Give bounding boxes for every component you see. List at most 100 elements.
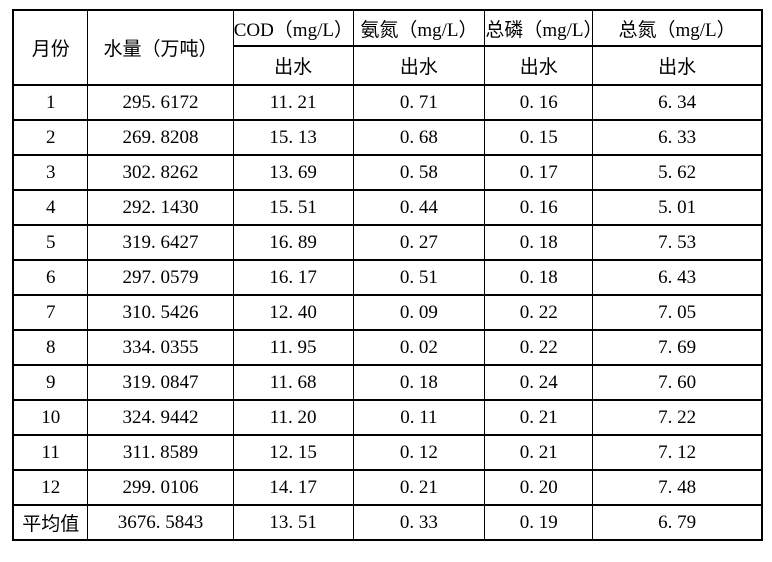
value-cell: 0. 22 [484,294,594,331]
value-cell: 16. 17 [232,259,354,296]
table-row: 5 319. 6427 16. 89 0. 27 0. 18 7. 53 [12,224,763,261]
month-cell: 5 [12,224,89,261]
table-row: 8 334. 0355 11. 95 0. 02 0. 22 7. 69 [12,329,763,366]
value-cell: 5. 62 [592,154,763,191]
table-row: 3 302. 8262 13. 69 0. 58 0. 17 5. 62 [12,154,763,191]
value-cell: 0. 02 [352,329,486,366]
value-cell: 7. 05 [592,294,763,331]
table-row: 4 292. 1430 15. 51 0. 44 0. 16 5. 01 [12,189,763,226]
table-row-average: 平均值 3676. 5843 13. 51 0. 33 0. 19 6. 79 [12,504,763,541]
value-cell: 11. 21 [232,84,354,121]
table-row: 1 295. 6172 11. 21 0. 71 0. 16 6. 34 [12,84,763,121]
value-cell: 0. 12 [352,434,486,471]
value-cell: 292. 1430 [87,189,234,226]
value-cell: 0. 24 [484,364,594,401]
table-row: 9 319. 0847 11. 68 0. 18 0. 24 7. 60 [12,364,763,401]
value-cell: 7. 69 [592,329,763,366]
month-cell: 1 [12,84,89,121]
value-cell: 7. 60 [592,364,763,401]
value-cell: 0. 22 [484,329,594,366]
value-cell: 0. 33 [352,504,486,541]
value-cell: 3676. 5843 [87,504,234,541]
value-cell: 0. 44 [352,189,486,226]
col-header-water-volume: 水量（万吨） [87,9,234,86]
table-row: 12 299. 0106 14. 17 0. 21 0. 20 7. 48 [12,469,763,506]
value-cell: 311. 8589 [87,434,234,471]
month-cell: 4 [12,189,89,226]
value-cell: 6. 79 [592,504,763,541]
table-row: 7 310. 5426 12. 40 0. 09 0. 22 7. 05 [12,294,763,331]
header-row-groups: 月份 水量（万吨） COD（mg/L） 氨氮（mg/L） 总磷（mg/L） 总氮… [12,9,763,86]
col-header-ammonia-nitrogen: 氨氮（mg/L） [352,9,486,47]
value-cell: 0. 58 [352,154,486,191]
subheader-phosphorus-effluent: 出水 [484,45,594,86]
value-cell: 5. 01 [592,189,763,226]
col-header-month: 月份 [12,9,89,86]
value-cell: 324. 9442 [87,399,234,436]
value-cell: 0. 21 [484,434,594,471]
header-row-sub: 出水 出水 出水 出水 [13,45,763,86]
value-cell: 7. 22 [592,399,763,436]
value-cell: 0. 20 [484,469,594,506]
month-cell: 11 [12,434,89,471]
value-cell: 12. 15 [232,434,354,471]
value-cell: 0. 68 [352,119,486,156]
value-cell: 7. 53 [592,224,763,261]
value-cell: 15. 13 [232,119,354,156]
value-cell: 0. 21 [484,399,594,436]
month-cell: 6 [12,259,89,296]
value-cell: 0. 51 [352,259,486,296]
table-row: 6 297. 0579 16. 17 0. 51 0. 18 6. 43 [12,259,763,296]
value-cell: 12. 40 [232,294,354,331]
month-cell: 8 [12,329,89,366]
value-cell: 7. 12 [592,434,763,471]
col-header-total-phosphorus: 总磷（mg/L） [484,9,594,47]
value-cell: 0. 71 [352,84,486,121]
value-cell: 0. 18 [484,259,594,296]
month-cell: 2 [12,119,89,156]
value-cell: 6. 43 [592,259,763,296]
month-cell: 10 [12,399,89,436]
value-cell: 319. 0847 [87,364,234,401]
value-cell: 0. 21 [352,469,486,506]
value-cell: 6. 33 [592,119,763,156]
month-cell: 7 [12,294,89,331]
subheader-cod-effluent: 出水 [232,45,354,86]
value-cell: 302. 8262 [87,154,234,191]
value-cell: 0. 18 [352,364,486,401]
value-cell: 6. 34 [592,84,763,121]
month-cell: 9 [12,364,89,401]
col-header-cod: COD（mg/L） [232,9,354,47]
value-cell: 13. 51 [232,504,354,541]
value-cell: 310. 5426 [87,294,234,331]
month-cell: 3 [12,154,89,191]
water-quality-table: 月份 水量（万吨） COD（mg/L） 氨氮（mg/L） 总磷（mg/L） 总氮… [12,9,763,541]
value-cell: 14. 17 [232,469,354,506]
value-cell: 269. 8208 [87,119,234,156]
value-cell: 11. 20 [232,399,354,436]
col-header-total-nitrogen: 总氮（mg/L） [592,9,763,47]
value-cell: 16. 89 [232,224,354,261]
value-cell: 11. 68 [232,364,354,401]
value-cell: 0. 16 [484,84,594,121]
value-cell: 295. 6172 [87,84,234,121]
value-cell: 0. 27 [352,224,486,261]
value-cell: 0. 15 [484,119,594,156]
value-cell: 299. 0106 [87,469,234,506]
value-cell: 15. 51 [232,189,354,226]
value-cell: 0. 18 [484,224,594,261]
value-cell: 319. 6427 [87,224,234,261]
value-cell: 0. 17 [484,154,594,191]
value-cell: 0. 16 [484,189,594,226]
value-cell: 7. 48 [592,469,763,506]
table-row: 11 311. 8589 12. 15 0. 12 0. 21 7. 12 [12,434,763,471]
subheader-nitrogen-effluent: 出水 [592,45,763,86]
month-cell: 12 [12,469,89,506]
value-cell: 297. 0579 [87,259,234,296]
subheader-ammonia-effluent: 出水 [352,45,486,86]
month-cell: 平均值 [12,504,89,541]
table-row: 10 324. 9442 11. 20 0. 11 0. 21 7. 22 [12,399,763,436]
table-row: 2 269. 8208 15. 13 0. 68 0. 15 6. 33 [12,119,763,156]
value-cell: 0. 09 [352,294,486,331]
